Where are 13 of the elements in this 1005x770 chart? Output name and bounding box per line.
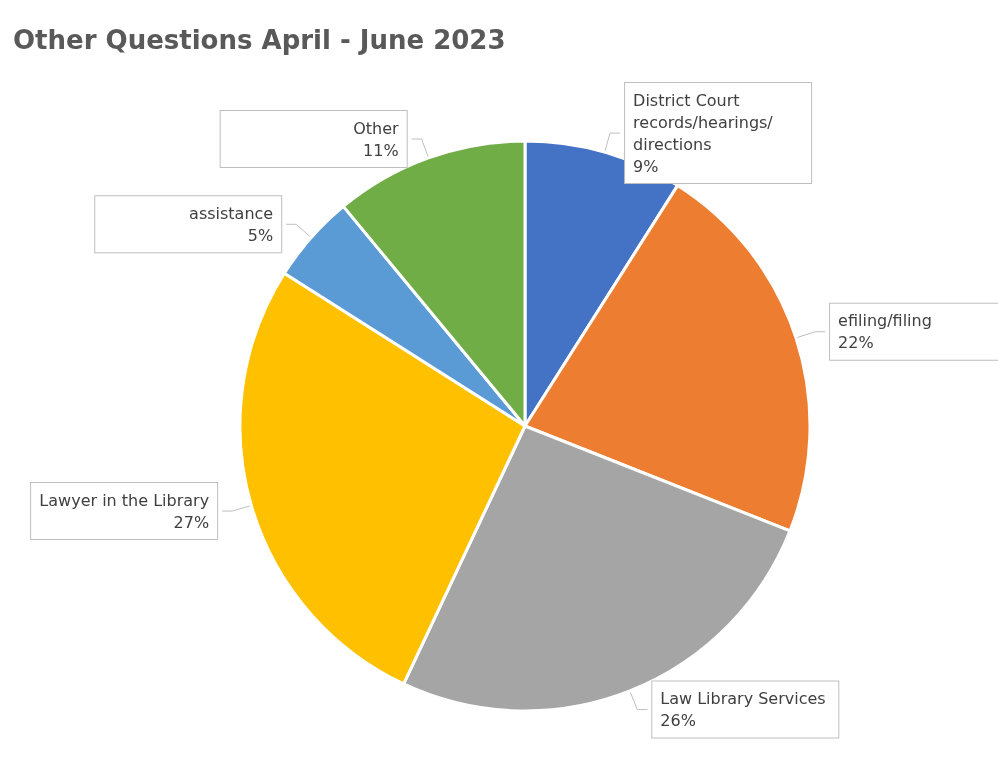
- data-label: 26%: [660, 711, 696, 731]
- data-label: 22%: [838, 333, 874, 353]
- data-label: 27%: [173, 512, 210, 532]
- slice-label: Law Library Services: [660, 689, 826, 709]
- slice-label: efiling/filing: [838, 311, 932, 331]
- data-label: 5%: [247, 225, 274, 245]
- data-label: 11%: [363, 140, 399, 160]
- slice-label: District Court records/hearings/directions: [633, 90, 774, 154]
- slice-label: assistance: [189, 203, 274, 223]
- chart-title: Other Questions April - June 2023: [13, 25, 506, 55]
- slice-label: Other: [353, 118, 400, 138]
- slice-label: Lawyer in the Library: [39, 490, 210, 510]
- data-label: 9%: [633, 156, 659, 176]
